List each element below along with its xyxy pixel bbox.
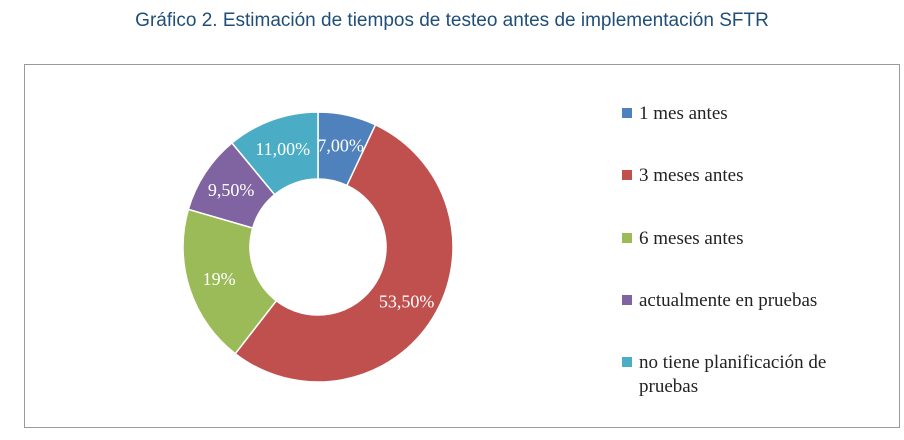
legend-label: no tiene planificación de pruebas	[639, 352, 827, 397]
slice-6-meses	[182, 208, 278, 355]
data-label-6-meses: 19%	[203, 269, 236, 289]
slice-3-meses	[234, 123, 454, 383]
legend-swatch	[622, 108, 632, 118]
legend-item-3-meses: 3 meses antes	[622, 164, 859, 188]
legend-item-actualmente: actualmente en pruebas	[622, 289, 859, 313]
data-label-1-mes: 7,00%	[317, 136, 364, 156]
legend-label: 3 meses antes	[639, 165, 744, 186]
legend-item-no-planificacion: no tiene planificación de pruebas	[622, 351, 859, 399]
chart-title: Gráfico 2. Estimación de tiempos de test…	[135, 10, 769, 31]
legend-swatch	[622, 170, 632, 180]
legend-swatch	[622, 295, 632, 305]
slice-no-planificacion	[230, 111, 319, 196]
chart-frame	[24, 64, 900, 428]
legend-item-6-meses: 6 meses antes	[622, 227, 859, 251]
legend-label: 1 mes antes	[639, 103, 728, 124]
legend-label: 6 meses antes	[639, 228, 744, 249]
legend-item-1-mes: 1 mes antes	[622, 102, 859, 126]
legend-swatch	[622, 357, 632, 367]
legend-swatch	[622, 233, 632, 243]
data-label-3-meses: 53,50%	[379, 291, 435, 311]
data-label-no-planificacion: 11,00%	[255, 139, 310, 159]
data-label-actualmente: 9,50%	[208, 180, 255, 200]
legend-label: actualmente en pruebas	[639, 290, 818, 311]
